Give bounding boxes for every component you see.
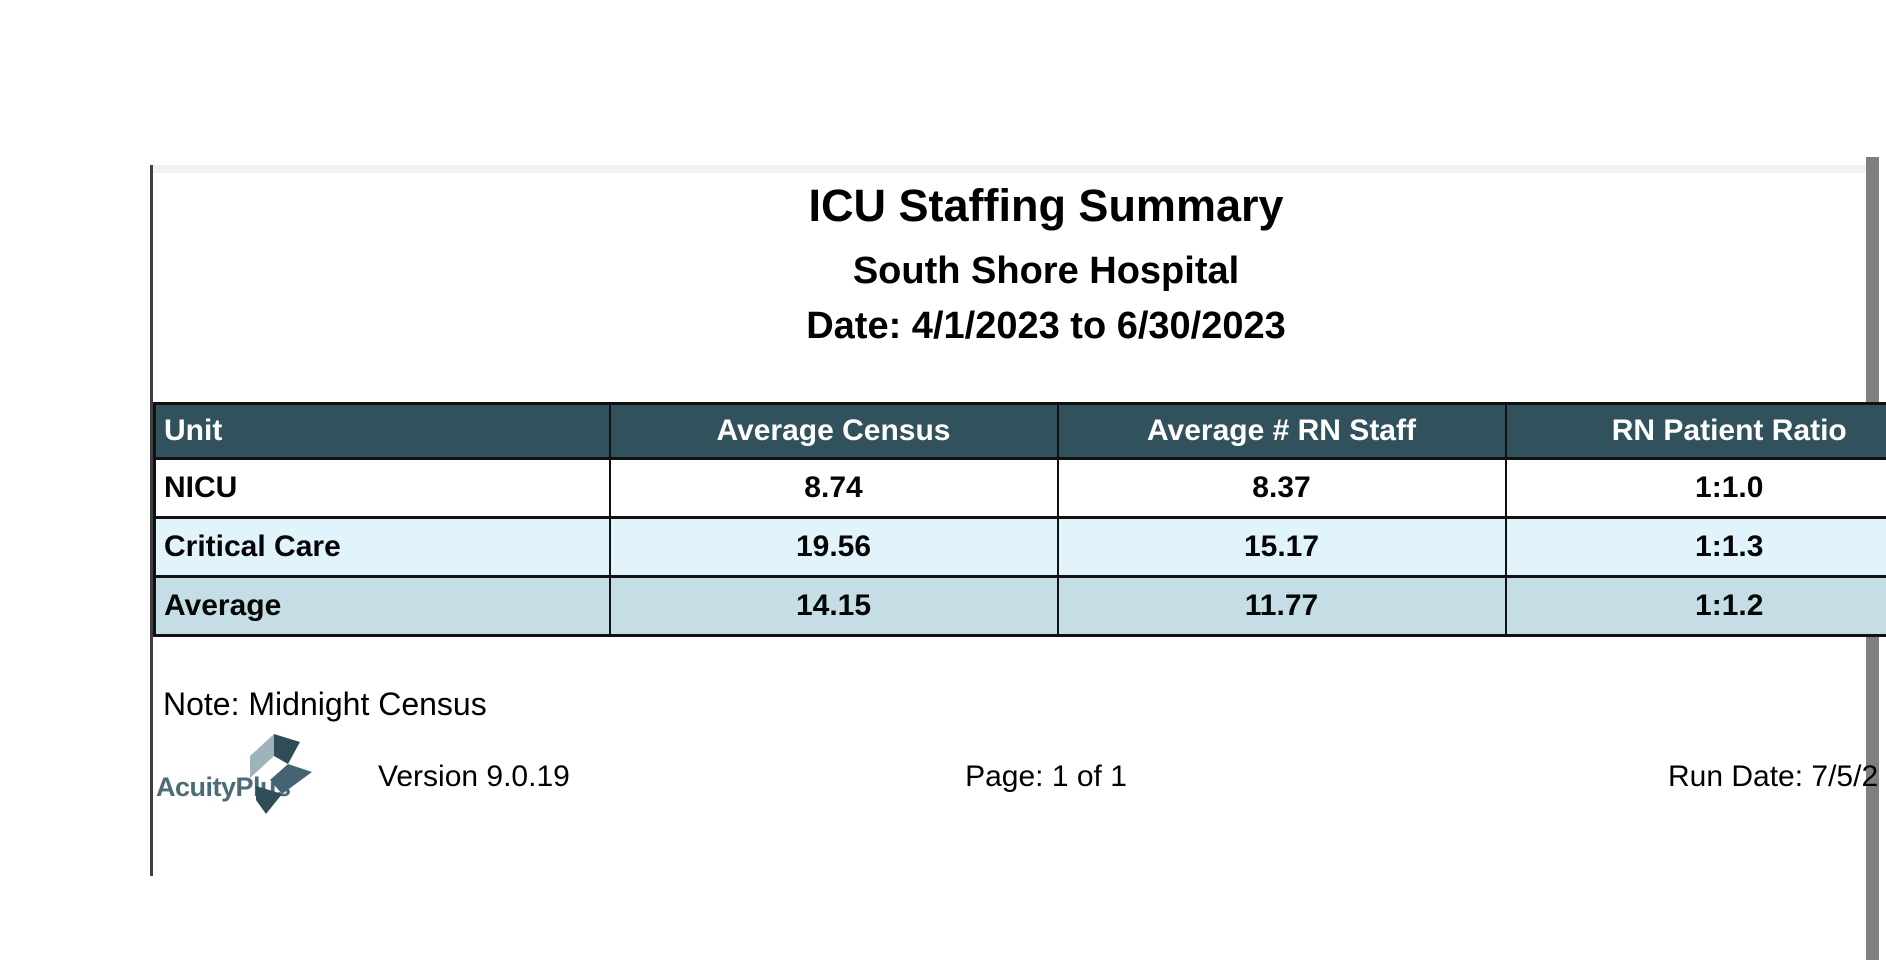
footer-version: Version 9.0.19 (378, 760, 570, 793)
cell-unit: Critical Care (153, 516, 611, 578)
acuityplus-arrow-icon (250, 734, 312, 814)
cell-average-census: 8.74 (608, 457, 1059, 519)
page-left-border (150, 165, 153, 876)
cell-rn-patient-ratio: 1:1.2 (1504, 575, 1886, 637)
report-subtitle: South Shore Hospital (852, 250, 1240, 292)
table-row-critical-care: Critical Care 19.56 15.17 1:1.3 (153, 516, 1886, 578)
table-row-average: Average 14.15 11.77 1:1.2 (153, 575, 1886, 637)
cell-average-rn-staff: 11.77 (1056, 575, 1507, 637)
column-header-rn-patient-ratio: RN Patient Ratio (1504, 402, 1886, 460)
cell-average-census: 19.56 (608, 516, 1059, 578)
footer-run-date: Run Date: 7/5/2 (1668, 760, 1879, 793)
cell-unit: NICU (153, 457, 611, 519)
table-header-row: Unit Average Census Average # RN Staff R… (153, 402, 1886, 460)
cell-average-census: 14.15 (608, 575, 1059, 637)
report-date-range: Date: 4/1/2023 to 6/30/2023 (806, 305, 1286, 347)
cell-rn-patient-ratio: 1:1.3 (1504, 516, 1886, 578)
column-header-average-rn-staff: Average # RN Staff (1056, 402, 1507, 460)
report-note: Note: Midnight Census (163, 686, 487, 722)
page-top-edge-strip (150, 165, 1866, 173)
cell-average-rn-staff: 15.17 (1056, 516, 1507, 578)
cell-rn-patient-ratio: 1:1.0 (1504, 457, 1886, 519)
column-header-average-census: Average Census (608, 402, 1059, 460)
cell-average-rn-staff: 8.37 (1056, 457, 1507, 519)
column-header-unit: Unit (153, 402, 611, 460)
staffing-summary-table: Unit Average Census Average # RN Staff R… (153, 402, 1886, 637)
cell-unit: Average (153, 575, 611, 637)
table-row-nicu: NICU 8.74 8.37 1:1.0 (153, 457, 1886, 519)
report-title: ICU Staffing Summary (808, 180, 1284, 231)
footer-page-number: Page: 1 of 1 (965, 760, 1127, 793)
acuityplus-logo: AcuityPlus (156, 730, 326, 820)
